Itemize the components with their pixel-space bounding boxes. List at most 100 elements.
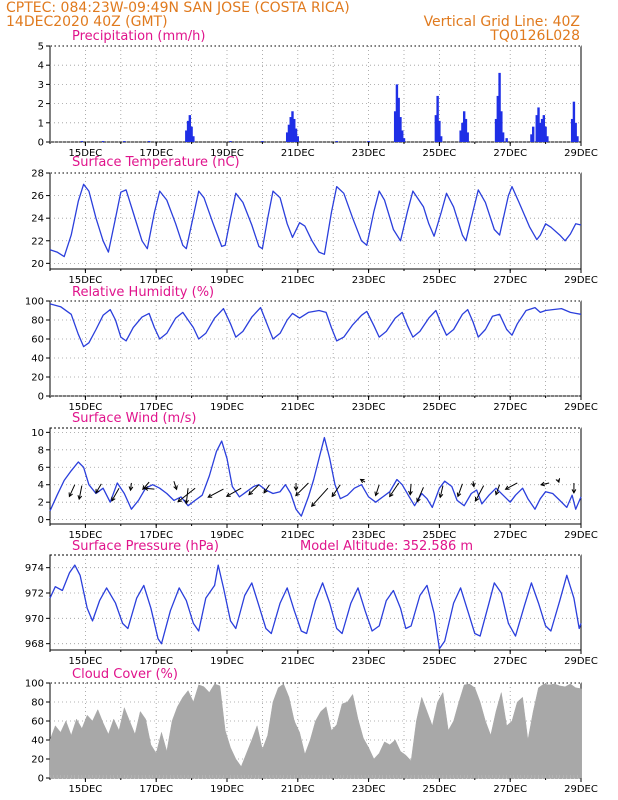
wind-vector-head (331, 492, 336, 498)
precip-bar (459, 130, 462, 142)
x-tick-label: 29DEC (564, 275, 598, 286)
wind-vector (540, 482, 550, 486)
precip-bar (535, 115, 538, 142)
x-tick-label: 29DEC (564, 784, 598, 795)
precip-bar (505, 138, 508, 142)
precip-bar (397, 97, 400, 142)
precip-bar (190, 126, 193, 142)
precip-bar (367, 141, 370, 142)
wind-vector-head (173, 485, 178, 491)
x-tick-label: 25DEC (423, 530, 457, 541)
y-tick-label: 0 (38, 515, 44, 526)
precip-bar (186, 120, 190, 142)
wind-vector (185, 488, 189, 504)
y-tick-label: 974 (25, 563, 44, 574)
precip-bar (399, 117, 402, 142)
wind-vector-head (471, 482, 476, 488)
precip-bar (546, 136, 549, 142)
wind-vector (505, 482, 518, 490)
x-tick-label: 21DEC (281, 784, 315, 795)
wind-vector-head (128, 486, 134, 492)
wind-vector (177, 487, 196, 503)
precip-bar (395, 84, 399, 142)
cloud-cover-area (49, 683, 582, 779)
wind-vector (111, 487, 120, 502)
wind-vector (130, 482, 132, 491)
x-tick-label: 25DEC (423, 402, 457, 413)
wind-vector-head (177, 497, 183, 503)
x-tick-label: 27DEC (493, 530, 527, 541)
y-tick-label: 4 (38, 61, 44, 72)
x-tick-label: 27DEC (493, 656, 527, 667)
wind-vector-head (540, 481, 546, 487)
precip-bar (464, 118, 468, 142)
x-tick-label: 23DEC (352, 784, 386, 795)
precip-bar (80, 141, 84, 142)
y-tick-label: 10 (31, 428, 44, 439)
wind-vector-head (456, 492, 462, 498)
y-tick-label: 80 (31, 316, 44, 327)
y-tick-label: 20 (31, 373, 44, 384)
y-tick-label: 80 (31, 698, 44, 709)
wind-vector (416, 487, 424, 502)
y-tick-label: 22 (31, 236, 44, 247)
wind-vector (263, 484, 270, 494)
panel-frame (49, 427, 582, 525)
y-tick-label: 0 (38, 138, 44, 149)
y-tick-label: 970 (25, 614, 44, 625)
x-tick-label: 19DEC (210, 784, 244, 795)
precip-bar (570, 118, 574, 142)
x-tick-label: 27DEC (493, 784, 527, 795)
x-tick-label: 21DEC (281, 656, 315, 667)
wind-vector-head (408, 490, 413, 496)
x-tick-label: 19DEC (210, 402, 244, 413)
precip-bar (287, 124, 291, 142)
wind-vector-head (77, 495, 83, 501)
x-tick-label: 19DEC (210, 656, 244, 667)
y-tick-label: 5 (38, 42, 44, 53)
y-tick-label: 100 (25, 679, 44, 690)
precip-bar (185, 130, 188, 142)
wind-vector-head (494, 490, 500, 496)
wind-vector-head (438, 493, 444, 499)
x-tick-label: 17DEC (139, 402, 173, 413)
y-tick-label: 8 (38, 445, 44, 456)
header-location: CPTEC: 084:23W-09:49N SAN JOSE (COSTA RI… (6, 0, 350, 16)
header-model-code: TQ0126L028 (489, 28, 580, 44)
x-tick-label: 17DEC (139, 148, 173, 159)
precip-bar (147, 141, 151, 142)
wind-vector (95, 483, 102, 494)
precip-bar (501, 132, 505, 142)
wind-vector-head (143, 486, 149, 491)
wind-vector (439, 485, 444, 498)
precip-bar (572, 101, 576, 142)
precip-bar (294, 128, 298, 142)
wind-vector-head (416, 497, 421, 503)
precip-bar (192, 136, 195, 142)
x-tick-label: 17DEC (139, 275, 173, 286)
wind-vector-head (310, 502, 316, 507)
x-tick-label: 19DEC (210, 275, 244, 286)
wind-vector-head (293, 486, 299, 492)
wind-vector (78, 485, 83, 500)
series-line (49, 564, 582, 650)
humidity-title: Relative Humidity (%) (72, 285, 214, 300)
precip-bar (101, 141, 105, 142)
precip-bar (540, 118, 544, 142)
x-tick-label: 21DEC (281, 148, 315, 159)
pressure-title: Surface Pressure (hPa) (72, 539, 219, 554)
wind-vector (173, 481, 178, 490)
x-tick-label: 17DEC (139, 784, 173, 795)
x-tick-label: 25DEC (423, 275, 457, 286)
wind-vector-head (95, 488, 100, 494)
wind-vector (248, 484, 260, 495)
precip-bar (544, 126, 547, 142)
y-tick-label: 968 (25, 639, 44, 650)
y-tick-label: 40 (31, 354, 44, 365)
wind-vector-head (68, 492, 73, 498)
wind-title: Surface Wind (m/s) (72, 411, 196, 426)
y-tick-label: 0 (38, 392, 44, 403)
x-tick-label: 27DEC (493, 402, 527, 413)
series-line (49, 436, 582, 517)
precip-bar (261, 141, 264, 142)
